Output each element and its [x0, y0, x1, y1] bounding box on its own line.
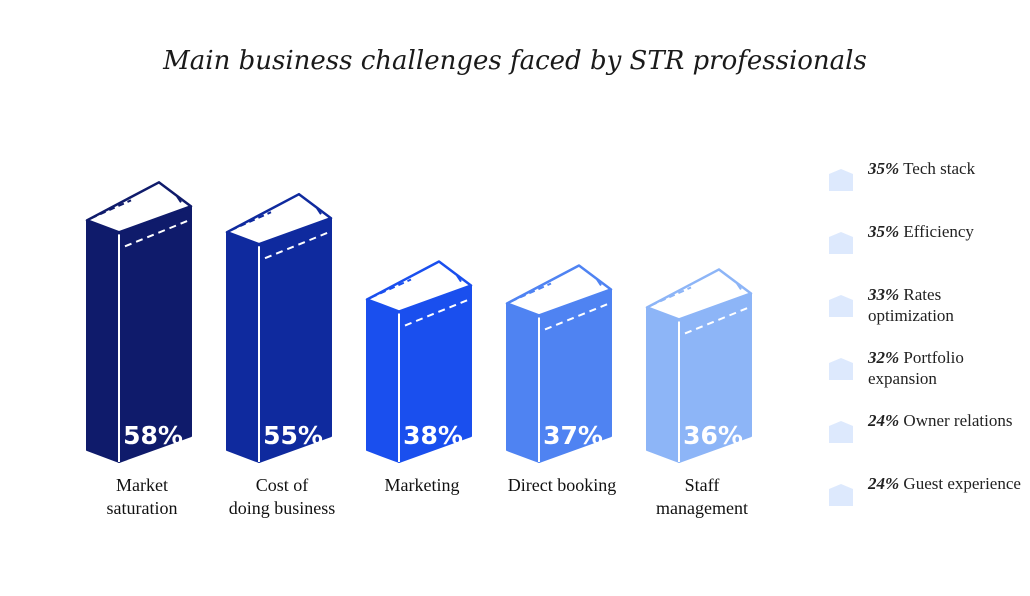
category-label: Staff management: [656, 475, 748, 518]
bar-fold-line: [90, 199, 132, 220]
secondary-challenge-text: 33% Rates optimization: [868, 284, 1028, 326]
bar-value-label: 55%: [263, 421, 323, 450]
bar-side-face: [86, 219, 120, 463]
secondary-challenge-pct: 33%: [868, 285, 900, 304]
bar-side-face: [506, 302, 540, 463]
bar-top-face: [365, 260, 473, 313]
secondary-challenge-pct: 35%: [868, 159, 900, 178]
category-label: Cost of doing business: [228, 475, 336, 518]
bar-side-face: [226, 231, 260, 463]
bar-fold-tick: [316, 207, 322, 215]
bar-fold-line: [370, 278, 412, 299]
bar-side-face: [646, 306, 680, 463]
bar-value-label: 38%: [403, 421, 463, 450]
secondary-challenge-label: Rates optimization: [868, 285, 954, 325]
mini-box-icon: [829, 232, 853, 254]
mini-box-icon: [829, 295, 853, 317]
bar-fold-tick: [736, 282, 742, 290]
category-label: Marketing: [384, 475, 460, 495]
bar-fold-line: [510, 282, 552, 303]
bar-side-face: [366, 298, 400, 463]
bar-1: 58%: [85, 181, 193, 463]
bar-value-label: 37%: [543, 421, 603, 450]
mini-box-icon: [829, 169, 853, 191]
secondary-challenge-pct: 24%: [868, 474, 900, 493]
secondary-challenge-text: 24% Owner relations: [868, 410, 1028, 431]
bar-5: 36%: [645, 268, 753, 463]
bar-top-face: [645, 268, 753, 321]
secondary-challenge-text: 35% Tech stack: [868, 158, 1028, 179]
bar-top-face: [85, 181, 193, 234]
secondary-challenge-label: Tech stack: [899, 159, 976, 178]
bar-4: 37%: [505, 264, 613, 463]
secondary-challenge-text: 24% Guest experience: [868, 473, 1028, 494]
secondary-challenge-label: Owner relations: [899, 411, 1013, 430]
bar-value-label: 58%: [123, 421, 183, 450]
mini-box-icon: [829, 421, 853, 443]
bar-value-label: 36%: [683, 421, 743, 450]
mini-box-icon: [829, 484, 853, 506]
secondary-challenge-label: Guest experience: [899, 474, 1021, 493]
category-label: Direct booking: [507, 475, 617, 495]
bar-top-face: [505, 264, 613, 317]
secondary-challenge-label: Portfolio expansion: [868, 348, 964, 388]
secondary-challenge-pct: 32%: [868, 348, 900, 367]
bar-fold-line: [650, 286, 692, 307]
secondary-challenge-label: Efficiency: [899, 222, 974, 241]
secondary-challenge-pct: 35%: [868, 222, 900, 241]
secondary-challenge-text: 35% Efficiency: [868, 221, 1028, 242]
bar-fold-tick: [596, 278, 602, 287]
secondary-challenge-text: 32% Portfolio expansion: [868, 347, 1028, 389]
bar-top-face: [225, 192, 333, 246]
bar-2: 55%: [225, 192, 333, 463]
secondary-challenge-pct: 24%: [868, 411, 900, 430]
chart-title: Main business challenges faced by STR pr…: [163, 46, 867, 76]
bar-fold-line: [230, 211, 272, 232]
bar-fold-tick: [456, 274, 462, 283]
category-label: Market saturation: [106, 475, 178, 518]
bar-fold-tick: [176, 195, 182, 203]
mini-box-icon: [829, 358, 853, 380]
bar-3: 38%: [365, 260, 473, 463]
